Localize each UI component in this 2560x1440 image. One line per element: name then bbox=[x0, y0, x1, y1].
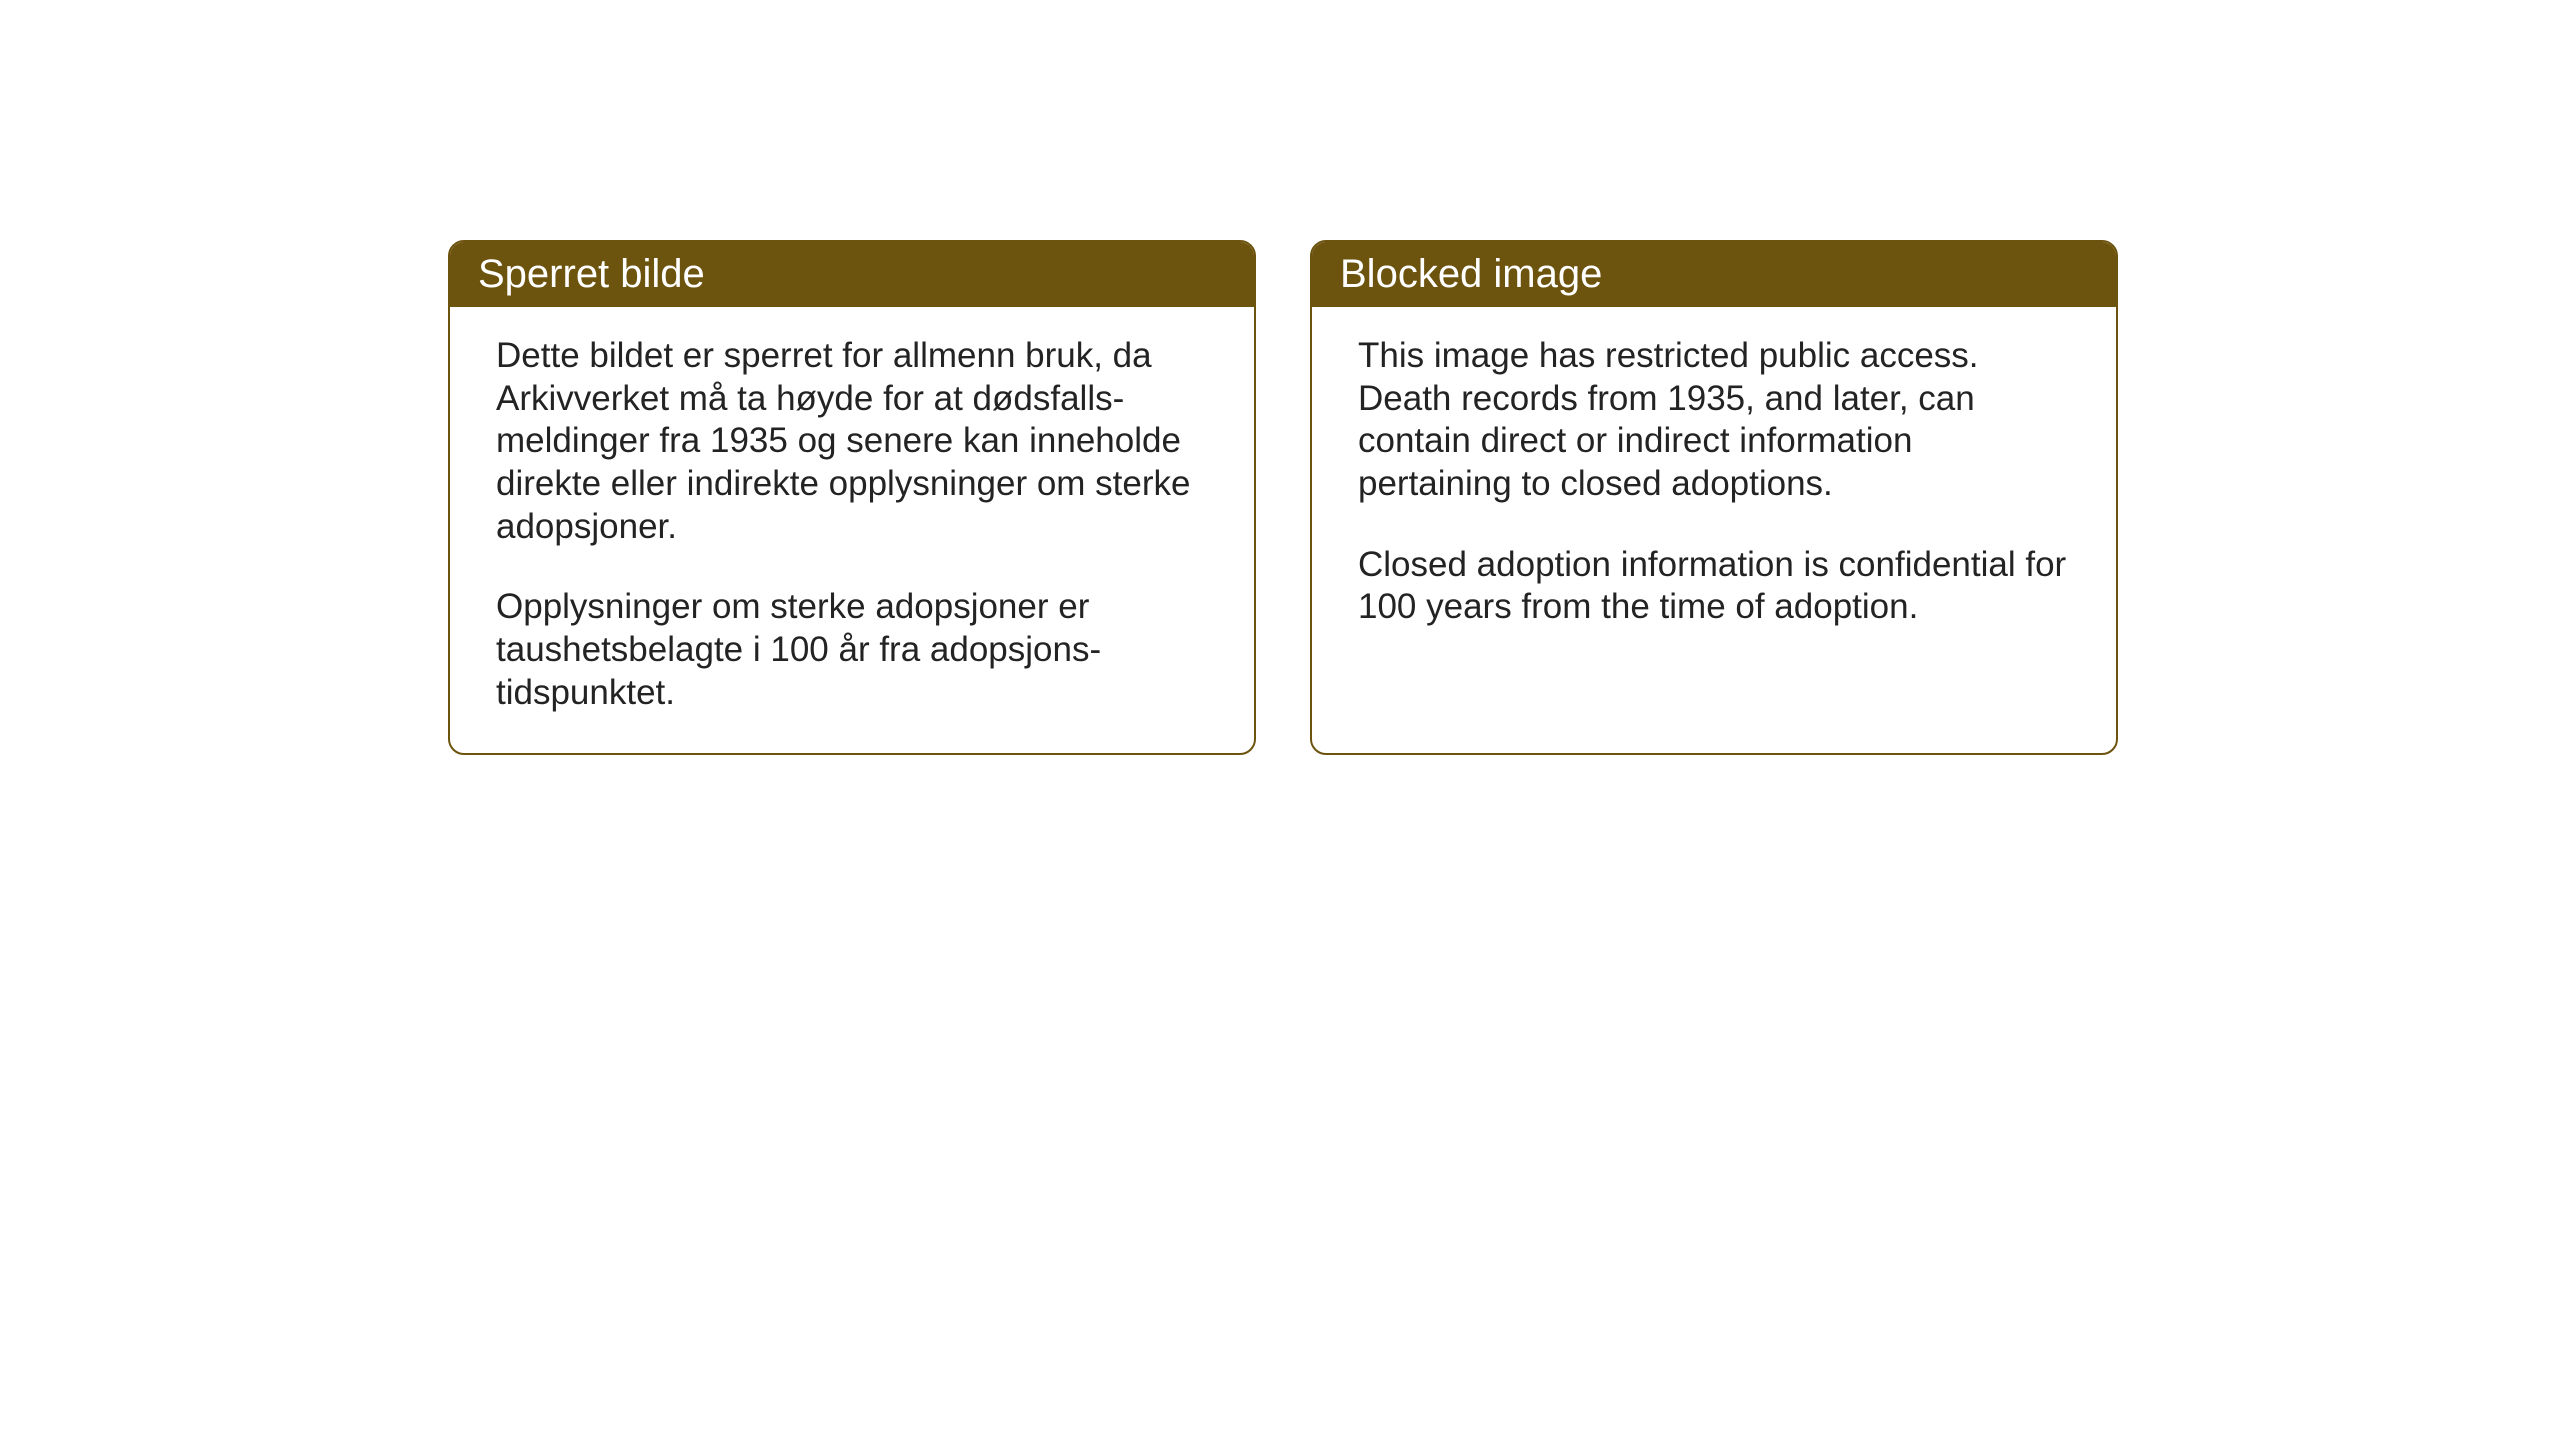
norwegian-card-body: Dette bildet er sperret for allmenn bruk… bbox=[450, 307, 1254, 753]
english-paragraph-1: This image has restricted public access.… bbox=[1358, 335, 2070, 506]
english-card: Blocked image This image has restricted … bbox=[1310, 240, 2118, 755]
english-paragraph-2: Closed adoption information is confident… bbox=[1358, 544, 2070, 629]
norwegian-card-header: Sperret bilde bbox=[450, 242, 1254, 307]
norwegian-card-title: Sperret bilde bbox=[478, 252, 705, 296]
norwegian-paragraph-2: Opplysninger om sterke adopsjoner er tau… bbox=[496, 586, 1208, 714]
english-card-header: Blocked image bbox=[1312, 242, 2116, 307]
norwegian-paragraph-1: Dette bildet er sperret for allmenn bruk… bbox=[496, 335, 1208, 548]
english-card-body: This image has restricted public access.… bbox=[1312, 307, 2116, 667]
norwegian-card: Sperret bilde Dette bildet er sperret fo… bbox=[448, 240, 1256, 755]
english-card-title: Blocked image bbox=[1340, 252, 1602, 296]
cards-container: Sperret bilde Dette bildet er sperret fo… bbox=[448, 240, 2118, 755]
